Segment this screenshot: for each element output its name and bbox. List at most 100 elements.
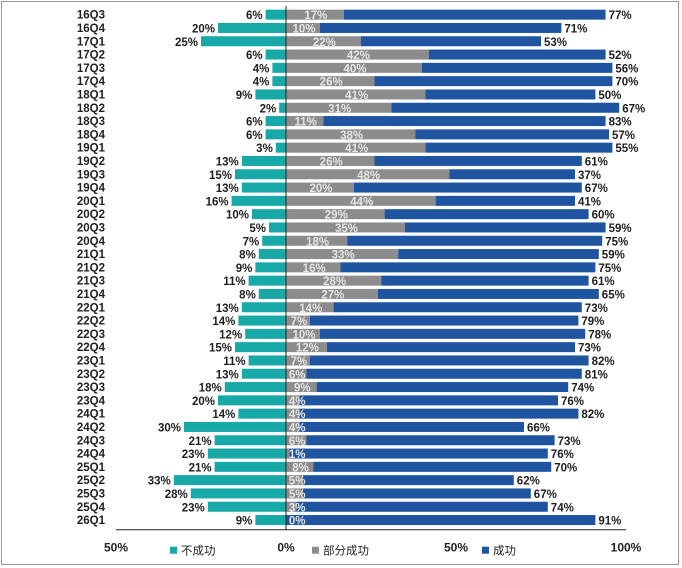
bar-unsuccessful	[238, 315, 286, 326]
label-partial: 31%	[328, 103, 351, 115]
label-success: 73%	[585, 303, 608, 315]
label-unsuccessful: 30%	[158, 422, 181, 434]
category-label: 25Q3	[77, 488, 105, 500]
bar-unsuccessful	[241, 155, 286, 166]
label-partial: 41%	[345, 143, 368, 155]
bar-partial	[286, 142, 426, 153]
bar-unsuccessful	[269, 222, 286, 233]
x-tick-label: 0%	[277, 541, 295, 555]
label-unsuccessful: 10%	[226, 210, 249, 222]
label-unsuccessful: 25%	[175, 37, 198, 49]
label-unsuccessful: 11%	[223, 276, 245, 288]
bar-unsuccessful	[231, 195, 286, 206]
label-unsuccessful: 8%	[239, 289, 256, 301]
bar-partial	[286, 435, 307, 446]
label-partial: 11%	[295, 117, 317, 129]
label-partial: 7%	[291, 316, 308, 328]
bar-unsuccessful	[265, 9, 286, 20]
label-partial: 33%	[332, 250, 355, 262]
bar-success	[398, 249, 599, 260]
label-unsuccessful: 12%	[219, 329, 242, 341]
label-unsuccessful: 3%	[256, 143, 273, 155]
bar-unsuccessful	[255, 262, 286, 273]
label-partial: 16%	[303, 263, 326, 275]
label-success: 79%	[581, 316, 604, 328]
bar-unsuccessful	[248, 275, 286, 286]
bar-success	[306, 368, 582, 379]
bar-partial	[286, 182, 354, 193]
label-partial: 27%	[321, 289, 344, 301]
label-partial: 12%	[296, 343, 319, 355]
label-unsuccessful: 20%	[192, 396, 215, 408]
bar-success	[296, 501, 548, 512]
label-partial: 4%	[289, 409, 306, 421]
bar-partial	[286, 368, 307, 379]
bar-partial	[286, 249, 399, 260]
bar-unsuccessful	[173, 475, 286, 486]
category-label: 22Q1	[77, 302, 106, 314]
bar-partial	[286, 461, 314, 472]
legend-label: 成功	[493, 544, 516, 558]
bar-unsuccessful	[272, 62, 286, 73]
category-label: 18Q2	[77, 103, 105, 115]
category-label: 19Q1	[77, 143, 106, 155]
label-success: 67%	[534, 489, 557, 501]
bar-partial	[286, 408, 300, 419]
bar-unsuccessful	[241, 182, 286, 193]
category-label: 21Q2	[77, 262, 105, 274]
bar-partial	[286, 421, 300, 432]
label-success: 56%	[615, 63, 638, 75]
bar-partial	[286, 448, 290, 459]
label-unsuccessful: 15%	[209, 170, 232, 182]
bar-unsuccessful	[235, 342, 286, 353]
label-success: 70%	[554, 462, 577, 474]
bar-unsuccessful	[201, 36, 286, 47]
bar-partial	[286, 288, 378, 299]
label-success: 59%	[609, 223, 632, 235]
label-unsuccessful: 2%	[260, 103, 277, 115]
label-partial: 28%	[323, 276, 346, 288]
bar-success	[289, 448, 548, 459]
bar-success	[316, 382, 569, 393]
bar-partial	[286, 302, 334, 313]
label-success: 65%	[602, 289, 625, 301]
label-success: 78%	[588, 329, 611, 341]
label-unsuccessful: 5%	[249, 223, 266, 235]
label-partial: 40%	[343, 63, 366, 75]
bar-success	[320, 328, 586, 339]
legend-swatch	[170, 546, 177, 554]
bar-partial	[286, 169, 450, 180]
bar-partial	[286, 62, 422, 73]
category-label: 20Q1	[77, 196, 106, 208]
label-success: 81%	[585, 369, 608, 381]
label-success: 91%	[598, 516, 621, 528]
category-label: 22Q4	[77, 342, 106, 354]
label-unsuccessful: 33%	[148, 476, 171, 488]
category-label: 17Q3	[77, 63, 105, 75]
bar-unsuccessful	[272, 76, 286, 87]
label-partial: 42%	[347, 50, 370, 62]
bar-partial	[286, 235, 348, 246]
bar-unsuccessful	[218, 395, 286, 406]
bar-success	[303, 475, 514, 486]
bar-unsuccessful	[255, 515, 286, 526]
label-success: 76%	[551, 449, 574, 461]
bar-success	[313, 461, 552, 472]
label-unsuccessful: 6%	[246, 117, 263, 129]
category-label: 22Q2	[77, 316, 105, 328]
label-partial: 17%	[304, 10, 327, 22]
bar-unsuccessful	[224, 382, 286, 393]
label-success: 50%	[598, 90, 621, 102]
bar-unsuccessful	[265, 49, 286, 60]
category-label: 16Q3	[77, 10, 105, 22]
label-partial: 14%	[299, 303, 322, 315]
label-success: 82%	[581, 409, 604, 421]
category-label: 17Q4	[77, 76, 106, 88]
category-label: 24Q1	[77, 409, 106, 421]
label-success: 75%	[598, 263, 621, 275]
label-success: 67%	[622, 103, 645, 115]
label-partial: 4%	[289, 422, 306, 434]
label-success: 82%	[592, 356, 615, 368]
label-partial: 8%	[292, 462, 309, 474]
bar-success	[303, 488, 531, 499]
